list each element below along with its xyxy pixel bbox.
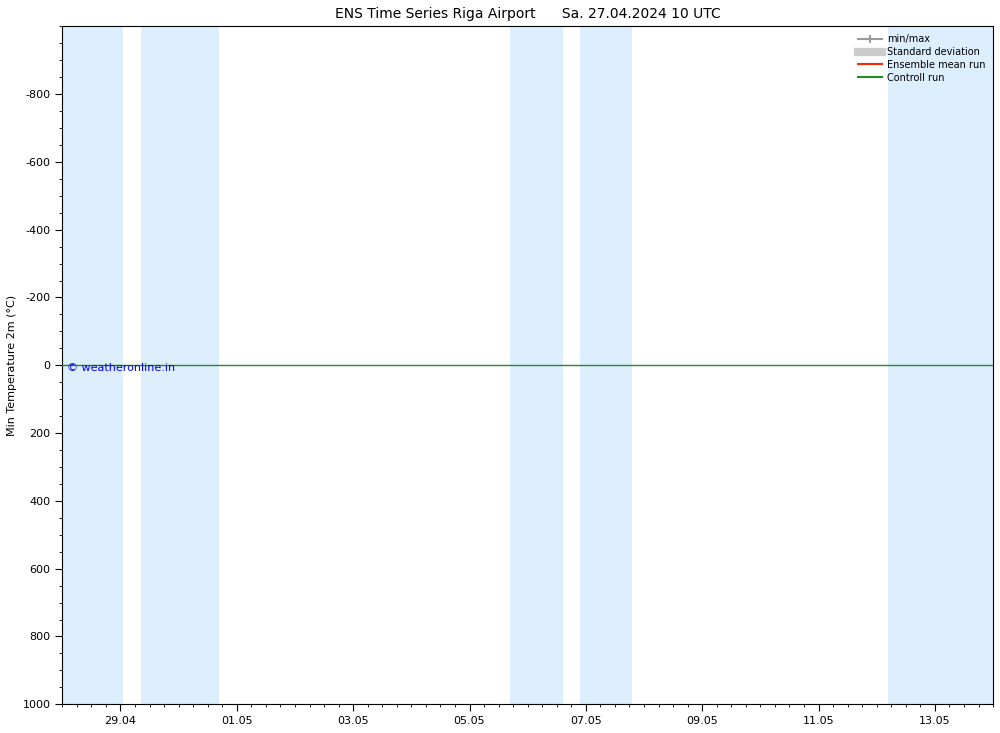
Y-axis label: Min Temperature 2m (°C): Min Temperature 2m (°C): [7, 295, 17, 436]
Bar: [62, 26, 123, 704]
Bar: [580, 26, 632, 704]
Legend: min/max, Standard deviation, Ensemble mean run, Controll run: min/max, Standard deviation, Ensemble me…: [855, 31, 988, 86]
Bar: [888, 26, 993, 704]
Text: © weatheronline.in: © weatheronline.in: [67, 364, 175, 373]
Title: ENS Time Series Riga Airport      Sa. 27.04.2024 10 UTC: ENS Time Series Riga Airport Sa. 27.04.2…: [335, 7, 721, 21]
Bar: [510, 26, 563, 704]
Bar: [141, 26, 219, 704]
